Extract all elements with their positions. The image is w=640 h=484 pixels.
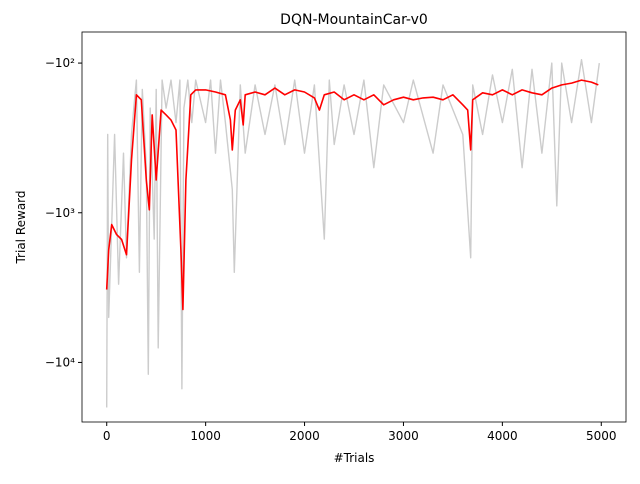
x-tick-label: 5000: [586, 429, 617, 443]
x-tick-label: 4000: [487, 429, 518, 443]
x-axis-label: #Trials: [334, 451, 375, 465]
series-line: [105, 79, 599, 311]
y-axis-label: Trial Reward: [14, 190, 28, 264]
x-tick-label: 2000: [289, 429, 320, 443]
y-tick-label: −10³: [45, 206, 75, 220]
x-tick-label: 3000: [388, 429, 419, 443]
y-tick-label: −10⁴: [45, 355, 75, 369]
x-tick-label: 1000: [190, 429, 221, 443]
chart-title: DQN-MountainCar-v0: [280, 12, 428, 28]
plot-frame: [81, 31, 627, 423]
x-tick-label: 0: [103, 429, 111, 443]
y-tick-label: −10²: [45, 56, 75, 70]
